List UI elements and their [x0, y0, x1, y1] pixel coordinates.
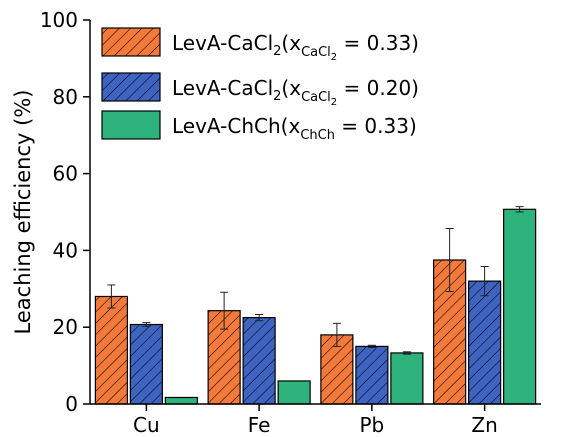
legend-label-part: 2	[273, 89, 281, 104]
bar	[129, 323, 163, 405]
legend-label-part: (x	[281, 76, 301, 100]
bar	[242, 317, 276, 405]
legend: LevA-CaCl2(xCaCl2 = 0.33)LevA-CaCl2(xCaC…	[101, 27, 419, 143]
y-tick-label: 20	[53, 315, 78, 339]
legend-label-part: = 0.20)	[337, 76, 419, 100]
legend-label-part: = 0.33)	[337, 31, 419, 55]
y-tick-label: 0	[65, 392, 78, 416]
y-axis-label: Leaching efficiency (%)	[11, 90, 35, 335]
legend-label-part: (x	[281, 114, 301, 138]
legend-swatch	[101, 110, 161, 140]
bar	[164, 396, 198, 405]
x-tick-label: Zn	[471, 413, 497, 437]
y-tick-label: 80	[53, 85, 78, 109]
bar	[468, 280, 502, 405]
bar	[503, 208, 537, 405]
legend-label: LevA-CaCl2(xCaCl2 = 0.33)	[172, 31, 419, 63]
y-tick-label: 40	[53, 238, 78, 262]
legend-label-part: ChCh	[300, 128, 335, 143]
legend-label-part: 2	[273, 44, 281, 59]
legend-label-part: 2	[331, 97, 337, 108]
bar	[277, 380, 311, 405]
bar	[390, 352, 424, 405]
y-ticks-group: 0 20 40 60 80 100	[40, 8, 90, 416]
y-tick-label: 100	[40, 8, 78, 32]
y-tick-label: 60	[53, 162, 78, 186]
bar	[94, 295, 128, 405]
legend-label-part: CaCl	[301, 45, 331, 60]
legend-label: LevA-CaCl2(xCaCl2 = 0.20)	[172, 76, 419, 108]
x-ticks-group: Cu Fe Pb Zn	[133, 404, 498, 437]
legend-label-part: LevA-CaCl	[172, 76, 273, 100]
bar	[355, 345, 389, 405]
legend-label-part: CaCl	[301, 90, 331, 105]
x-tick-label: Cu	[133, 413, 160, 437]
legend-label-part: = 0.33)	[335, 114, 417, 138]
x-tick-label: Pb	[359, 413, 384, 437]
legend-swatch	[101, 27, 161, 57]
legend-label: LevA-ChCh(xChCh = 0.33)	[172, 114, 417, 143]
legend-swatch	[101, 72, 161, 102]
bars-group	[94, 208, 537, 405]
legend-label-part: LevA-CaCl	[172, 31, 273, 55]
legend-label-part: LevA-ChCh	[172, 114, 281, 138]
x-tick-label: Fe	[248, 413, 271, 437]
legend-label-part: 2	[331, 52, 337, 63]
legend-label-part: (x	[281, 31, 301, 55]
error-bars-group	[107, 206, 524, 355]
